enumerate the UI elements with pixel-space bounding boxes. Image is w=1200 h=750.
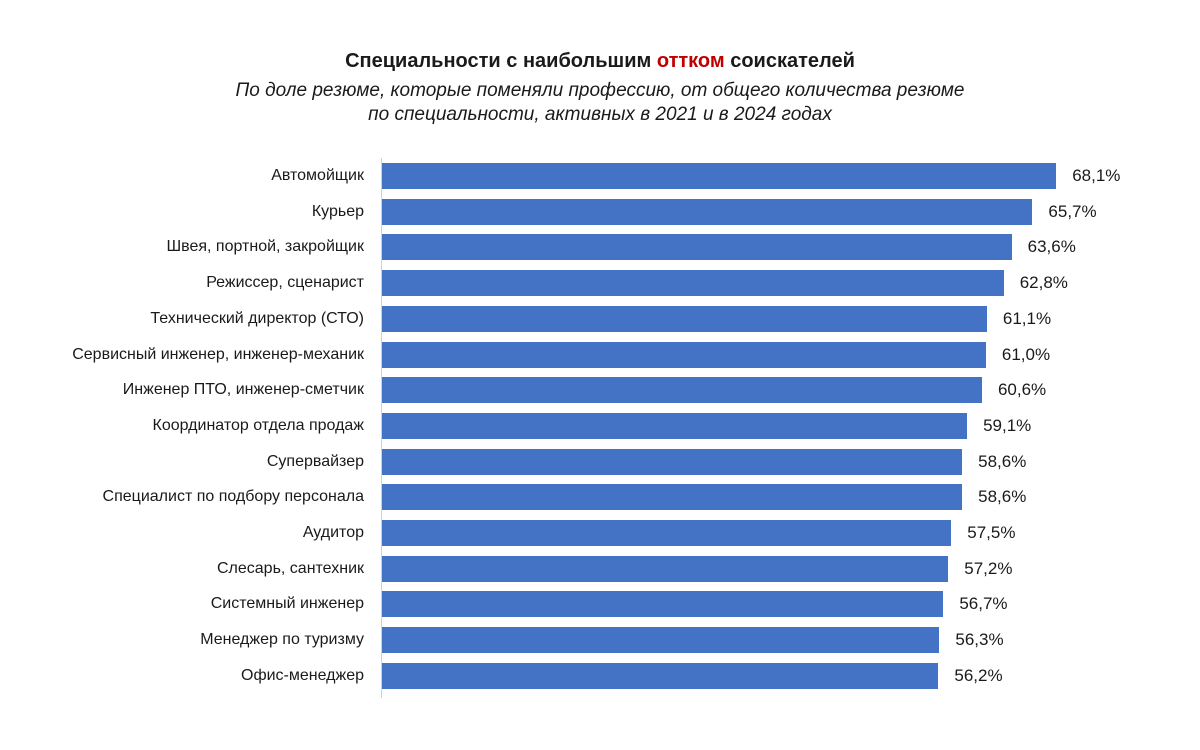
bar [382, 341, 986, 368]
bar [382, 662, 939, 689]
bar [382, 377, 982, 404]
category-label: Супервайзер [266, 452, 364, 470]
chart-subtitle-line1: По доле резюме, которые поменяли професс… [235, 80, 965, 101]
value-label: 65,7% [1048, 201, 1097, 221]
category-label: Автомойщик [271, 167, 364, 184]
bar-row: Сервисный инженер, инженер-механик 61,0% [0, 337, 1200, 373]
bar-row: Менеджер по туризму 56,3% [0, 622, 1200, 658]
title-pre: Специальности с наибольшим [345, 50, 657, 72]
bar [382, 198, 1033, 225]
category-label: Офис-менеджер [241, 666, 364, 684]
bar-row: Инженер ПТО, инженер-сметчик 60,6% [0, 372, 1200, 408]
chart-title: Специальности с наибольшим оттком соиска… [0, 50, 1200, 73]
value-label: 56,2% [954, 665, 1003, 685]
category-label: Менеджер по туризму [200, 631, 364, 649]
bar-row: Координатор отдела продаж 59,1% [0, 408, 1200, 444]
category-label: Координатор отдела продаж [152, 416, 364, 434]
bar [382, 412, 968, 439]
category-label: Специалист по подбору персонала [102, 488, 364, 506]
chart-subtitle-line2: по специальности, активных в 2021 и в 20… [368, 104, 832, 125]
bar-row: Курьер 65,7% [0, 194, 1200, 230]
value-label: 56,7% [959, 594, 1008, 614]
bar [382, 555, 949, 582]
value-label: 58,6% [978, 487, 1027, 507]
bar [382, 520, 952, 546]
bar [382, 591, 944, 618]
value-label: 62,8% [1019, 273, 1068, 293]
value-label: 61,0% [1001, 344, 1051, 364]
bar-row: Офис-менеджер 56,2% [0, 658, 1200, 694]
category-label: Курьер [311, 202, 364, 220]
bar [382, 448, 963, 475]
value-label: 68,1% [1072, 166, 1121, 185]
category-label: Аудитор [302, 524, 364, 541]
bar [382, 270, 1004, 297]
value-label: 61,1% [1002, 308, 1052, 328]
category-label: Режиссер, сценарист [206, 274, 364, 292]
bar-row: Супервайзер 58,6% [0, 444, 1200, 480]
category-label: Сервисный инженер, инженер-механик [72, 345, 364, 363]
category-label: Инженер ПТО, инженер-сметчик [122, 381, 364, 399]
value-label: 60,6% [997, 380, 1047, 400]
category-label: Системный инженер [210, 595, 364, 613]
bar-row: Автомойщик 68,1% [0, 158, 1200, 194]
bar-row: Специалист по подбору персонала 58,6% [0, 479, 1200, 515]
bar [382, 305, 987, 332]
category-label: Технический директор (СТО) [150, 309, 364, 327]
category-label: Швея, портной, закройщик [166, 238, 364, 256]
bar [382, 163, 1057, 189]
title-post: соискателей [724, 50, 855, 72]
title-highlight: оттком [656, 50, 725, 72]
value-label: 58,6% [978, 451, 1027, 471]
bar [382, 627, 940, 654]
value-label: 59,1% [983, 415, 1032, 435]
value-label: 56,3% [955, 630, 1004, 650]
category-label: Слесарь, сантехник [216, 559, 364, 577]
value-label: 57,2% [964, 558, 1013, 578]
bar [382, 234, 1012, 261]
bar-row: Системный инженер 56,7% [0, 586, 1200, 622]
bar-chart: Автомойщик 68,1% Курьер 65,7% Швея, портной,… [0, 158, 1200, 698]
value-label: 63,6% [1027, 237, 1076, 257]
value-label: 57,5% [967, 523, 1016, 542]
bar-row: Швея, портной, закройщик 63,6% [0, 229, 1200, 265]
bar-row: Аудитор 57,5% [0, 515, 1200, 551]
bar-row: Режиссер, сценарист 62,8% [0, 265, 1200, 301]
category-axis-line [381, 158, 382, 698]
bar-row: Технический директор (СТО) 61,1% [0, 301, 1200, 337]
bar-row: Слесарь, сантехник 57,2% [0, 551, 1200, 587]
bar [382, 484, 963, 511]
